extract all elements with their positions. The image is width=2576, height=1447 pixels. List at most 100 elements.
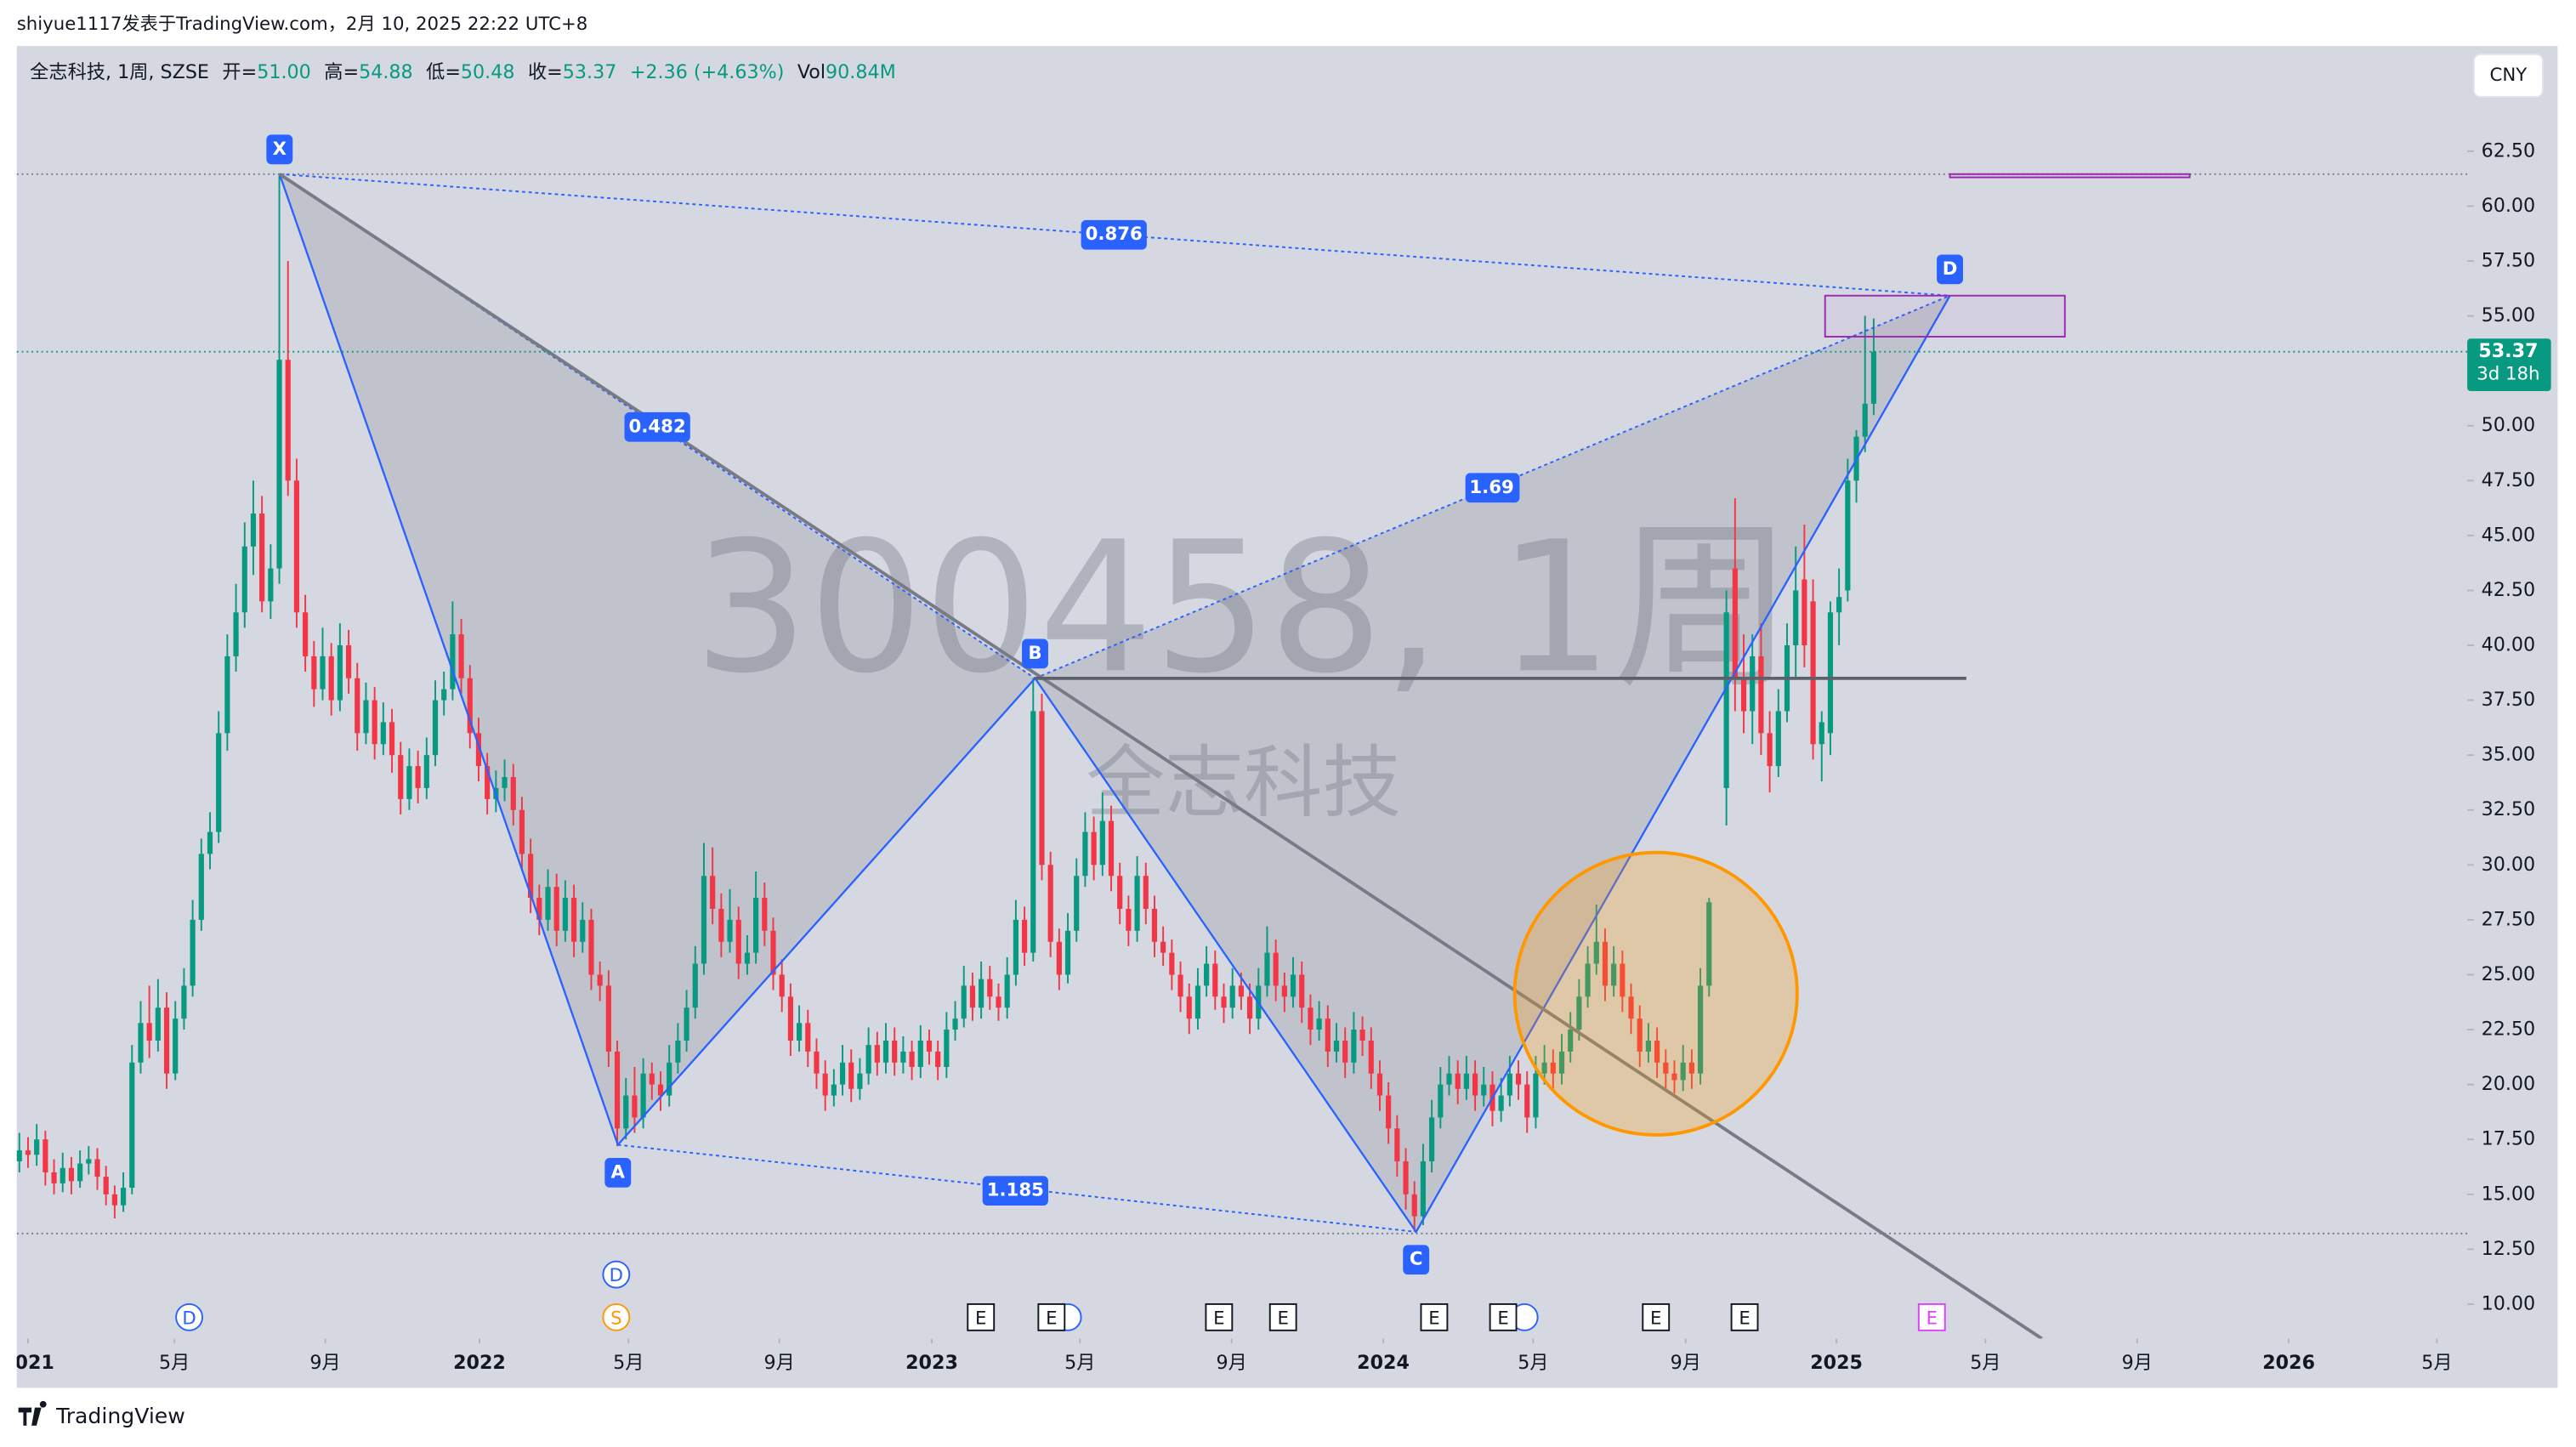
- candle-body: [762, 898, 768, 931]
- candle-body: [770, 930, 776, 975]
- candle-body: [667, 1062, 672, 1096]
- y-tick-label: 32.50: [2482, 798, 2536, 820]
- candle-body: [94, 1159, 100, 1177]
- candle-body: [545, 887, 551, 920]
- candle-body: [1645, 1040, 1652, 1052]
- candle-body: [944, 1030, 950, 1067]
- y-tick-label: 22.50: [2482, 1019, 2536, 1041]
- x-tick-label: 5月: [159, 1352, 190, 1374]
- price-axis: 10.00 12.50 15.00 17.50 20.00 22.50 25.00 27.50…: [2467, 139, 2535, 1314]
- candle-body: [857, 1073, 863, 1089]
- candle-body: [701, 876, 707, 964]
- candle-body: [510, 777, 516, 810]
- candle-body: [1229, 985, 1235, 1008]
- candle-body: [163, 1007, 170, 1074]
- candle-body: [1281, 985, 1287, 997]
- y-tick-label: 25.00: [2482, 963, 2536, 985]
- candle-body: [935, 1051, 941, 1067]
- candle-body: [1845, 480, 1851, 591]
- candle-body: [570, 898, 577, 942]
- event-split[interactable]: S: [610, 1308, 622, 1329]
- candle-body: [68, 1167, 75, 1182]
- candle-body: [1290, 974, 1297, 997]
- event-earnings[interactable]: E: [1497, 1308, 1508, 1329]
- candle-body: [1126, 908, 1132, 931]
- candle-body: [892, 1040, 898, 1063]
- candle-body: [207, 831, 213, 854]
- candle-body: [320, 655, 326, 689]
- point-label: C: [1410, 1249, 1423, 1270]
- event-dividend[interactable]: D: [610, 1265, 623, 1286]
- candle-body: [233, 612, 239, 656]
- candle-body: [1732, 568, 1738, 678]
- candle-body: [519, 809, 525, 854]
- event-dividend[interactable]: D: [182, 1308, 196, 1329]
- event-earnings[interactable]: E: [1926, 1308, 1938, 1329]
- candle-body: [979, 979, 984, 1008]
- candle-body: [1533, 1073, 1539, 1118]
- candle-body: [1376, 1073, 1383, 1096]
- event-earnings[interactable]: E: [1277, 1308, 1288, 1329]
- ratio-label: 0.482: [629, 416, 686, 437]
- candle-body: [181, 985, 187, 1019]
- candle-body: [1827, 612, 1834, 734]
- candle-body: [224, 655, 230, 734]
- candle-body: [779, 974, 785, 997]
- candle-body: [528, 854, 534, 899]
- candle-body: [1810, 601, 1816, 745]
- candle-body: [1697, 985, 1704, 1074]
- candle-body: [1498, 1095, 1504, 1111]
- y-tick-label: 27.50: [2482, 908, 2536, 930]
- x-tick-label: 2025: [1810, 1352, 1863, 1374]
- candle-body: [1620, 963, 1626, 997]
- candle-body: [1602, 941, 1609, 986]
- ratio-label: 1.69: [1469, 477, 1513, 498]
- event-earnings[interactable]: E: [1739, 1308, 1750, 1329]
- candle-body: [1750, 655, 1756, 712]
- candle-body: [1463, 1073, 1469, 1089]
- candle-body: [372, 700, 377, 745]
- candle-body: [43, 1139, 48, 1172]
- candle-body: [441, 689, 447, 701]
- event-earnings[interactable]: E: [1046, 1308, 1057, 1329]
- candle-body: [337, 645, 343, 701]
- candle-body: [632, 1095, 638, 1118]
- candle-body: [111, 1194, 117, 1206]
- candle-body: [1325, 1019, 1331, 1052]
- currency[interactable]: CNY: [2490, 65, 2528, 86]
- candle-body: [293, 480, 300, 613]
- candle-body: [467, 678, 473, 734]
- candle-body: [285, 360, 291, 481]
- candle-body: [1541, 1062, 1547, 1074]
- candle-body: [1204, 963, 1210, 986]
- legend-label: 开=: [222, 61, 257, 83]
- candle-body: [303, 612, 309, 656]
- event-earnings[interactable]: E: [975, 1308, 986, 1329]
- event-earnings[interactable]: E: [1650, 1308, 1661, 1329]
- candle-body: [485, 766, 491, 799]
- candle-body: [1637, 1019, 1643, 1052]
- candle-body: [502, 777, 508, 788]
- currency-button[interactable]: [2472, 53, 2544, 98]
- candle-body: [1550, 1062, 1556, 1074]
- event-earnings[interactable]: E: [1428, 1308, 1439, 1329]
- event-earnings[interactable]: E: [1213, 1308, 1224, 1329]
- y-tick-label: 17.50: [2482, 1128, 2536, 1150]
- candle-body: [718, 908, 724, 942]
- candle-body: [1386, 1095, 1392, 1129]
- candle-body: [173, 1019, 179, 1074]
- candle-body: [60, 1167, 65, 1183]
- candle-body: [1429, 1117, 1435, 1162]
- candle-body: [86, 1159, 92, 1164]
- x-tick-label: 2023: [905, 1352, 958, 1374]
- candle-body: [917, 1040, 923, 1067]
- candle-body: [796, 1023, 803, 1041]
- candle-body: [597, 974, 603, 986]
- candle-body: [1342, 1040, 1348, 1063]
- x-tick-label: 5月: [1970, 1352, 2000, 1374]
- candle-body: [710, 876, 716, 909]
- brand: TradingView: [55, 1404, 185, 1428]
- x-tick-label: 9月: [309, 1352, 340, 1374]
- candle-body: [1308, 1007, 1314, 1030]
